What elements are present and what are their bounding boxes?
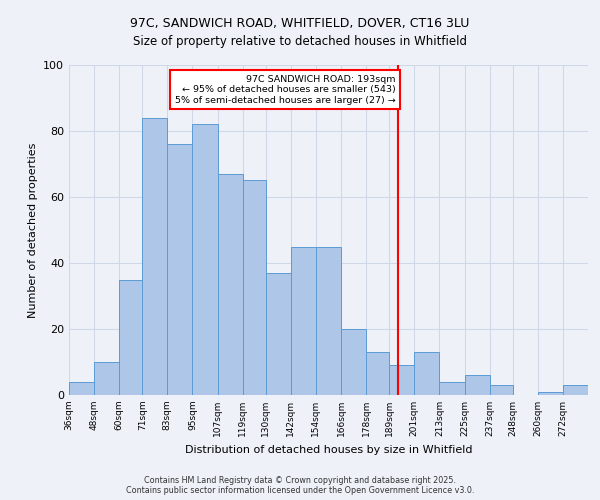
Bar — [439, 382, 464, 395]
Bar — [389, 366, 415, 395]
Bar — [142, 118, 167, 395]
Bar — [366, 352, 389, 395]
Bar — [193, 124, 218, 395]
Bar — [94, 362, 119, 395]
Text: 97C SANDWICH ROAD: 193sqm
← 95% of detached houses are smaller (543)
5% of semi-: 97C SANDWICH ROAD: 193sqm ← 95% of detac… — [175, 75, 395, 104]
Bar — [266, 273, 291, 395]
Text: 97C, SANDWICH ROAD, WHITFIELD, DOVER, CT16 3LU: 97C, SANDWICH ROAD, WHITFIELD, DOVER, CT… — [130, 18, 470, 30]
X-axis label: Distribution of detached houses by size in Whitfield: Distribution of detached houses by size … — [185, 444, 472, 454]
Bar — [538, 392, 563, 395]
Bar — [464, 375, 490, 395]
Bar — [218, 174, 242, 395]
Text: Size of property relative to detached houses in Whitfield: Size of property relative to detached ho… — [133, 35, 467, 48]
Bar — [167, 144, 193, 395]
Bar — [242, 180, 266, 395]
Bar — [119, 280, 142, 395]
Bar — [341, 329, 366, 395]
Bar — [69, 382, 94, 395]
Bar — [490, 385, 512, 395]
Bar — [563, 385, 588, 395]
Bar — [316, 246, 341, 395]
Text: Contains HM Land Registry data © Crown copyright and database right 2025.
Contai: Contains HM Land Registry data © Crown c… — [126, 476, 474, 495]
Bar — [291, 246, 316, 395]
Bar — [415, 352, 439, 395]
Y-axis label: Number of detached properties: Number of detached properties — [28, 142, 38, 318]
